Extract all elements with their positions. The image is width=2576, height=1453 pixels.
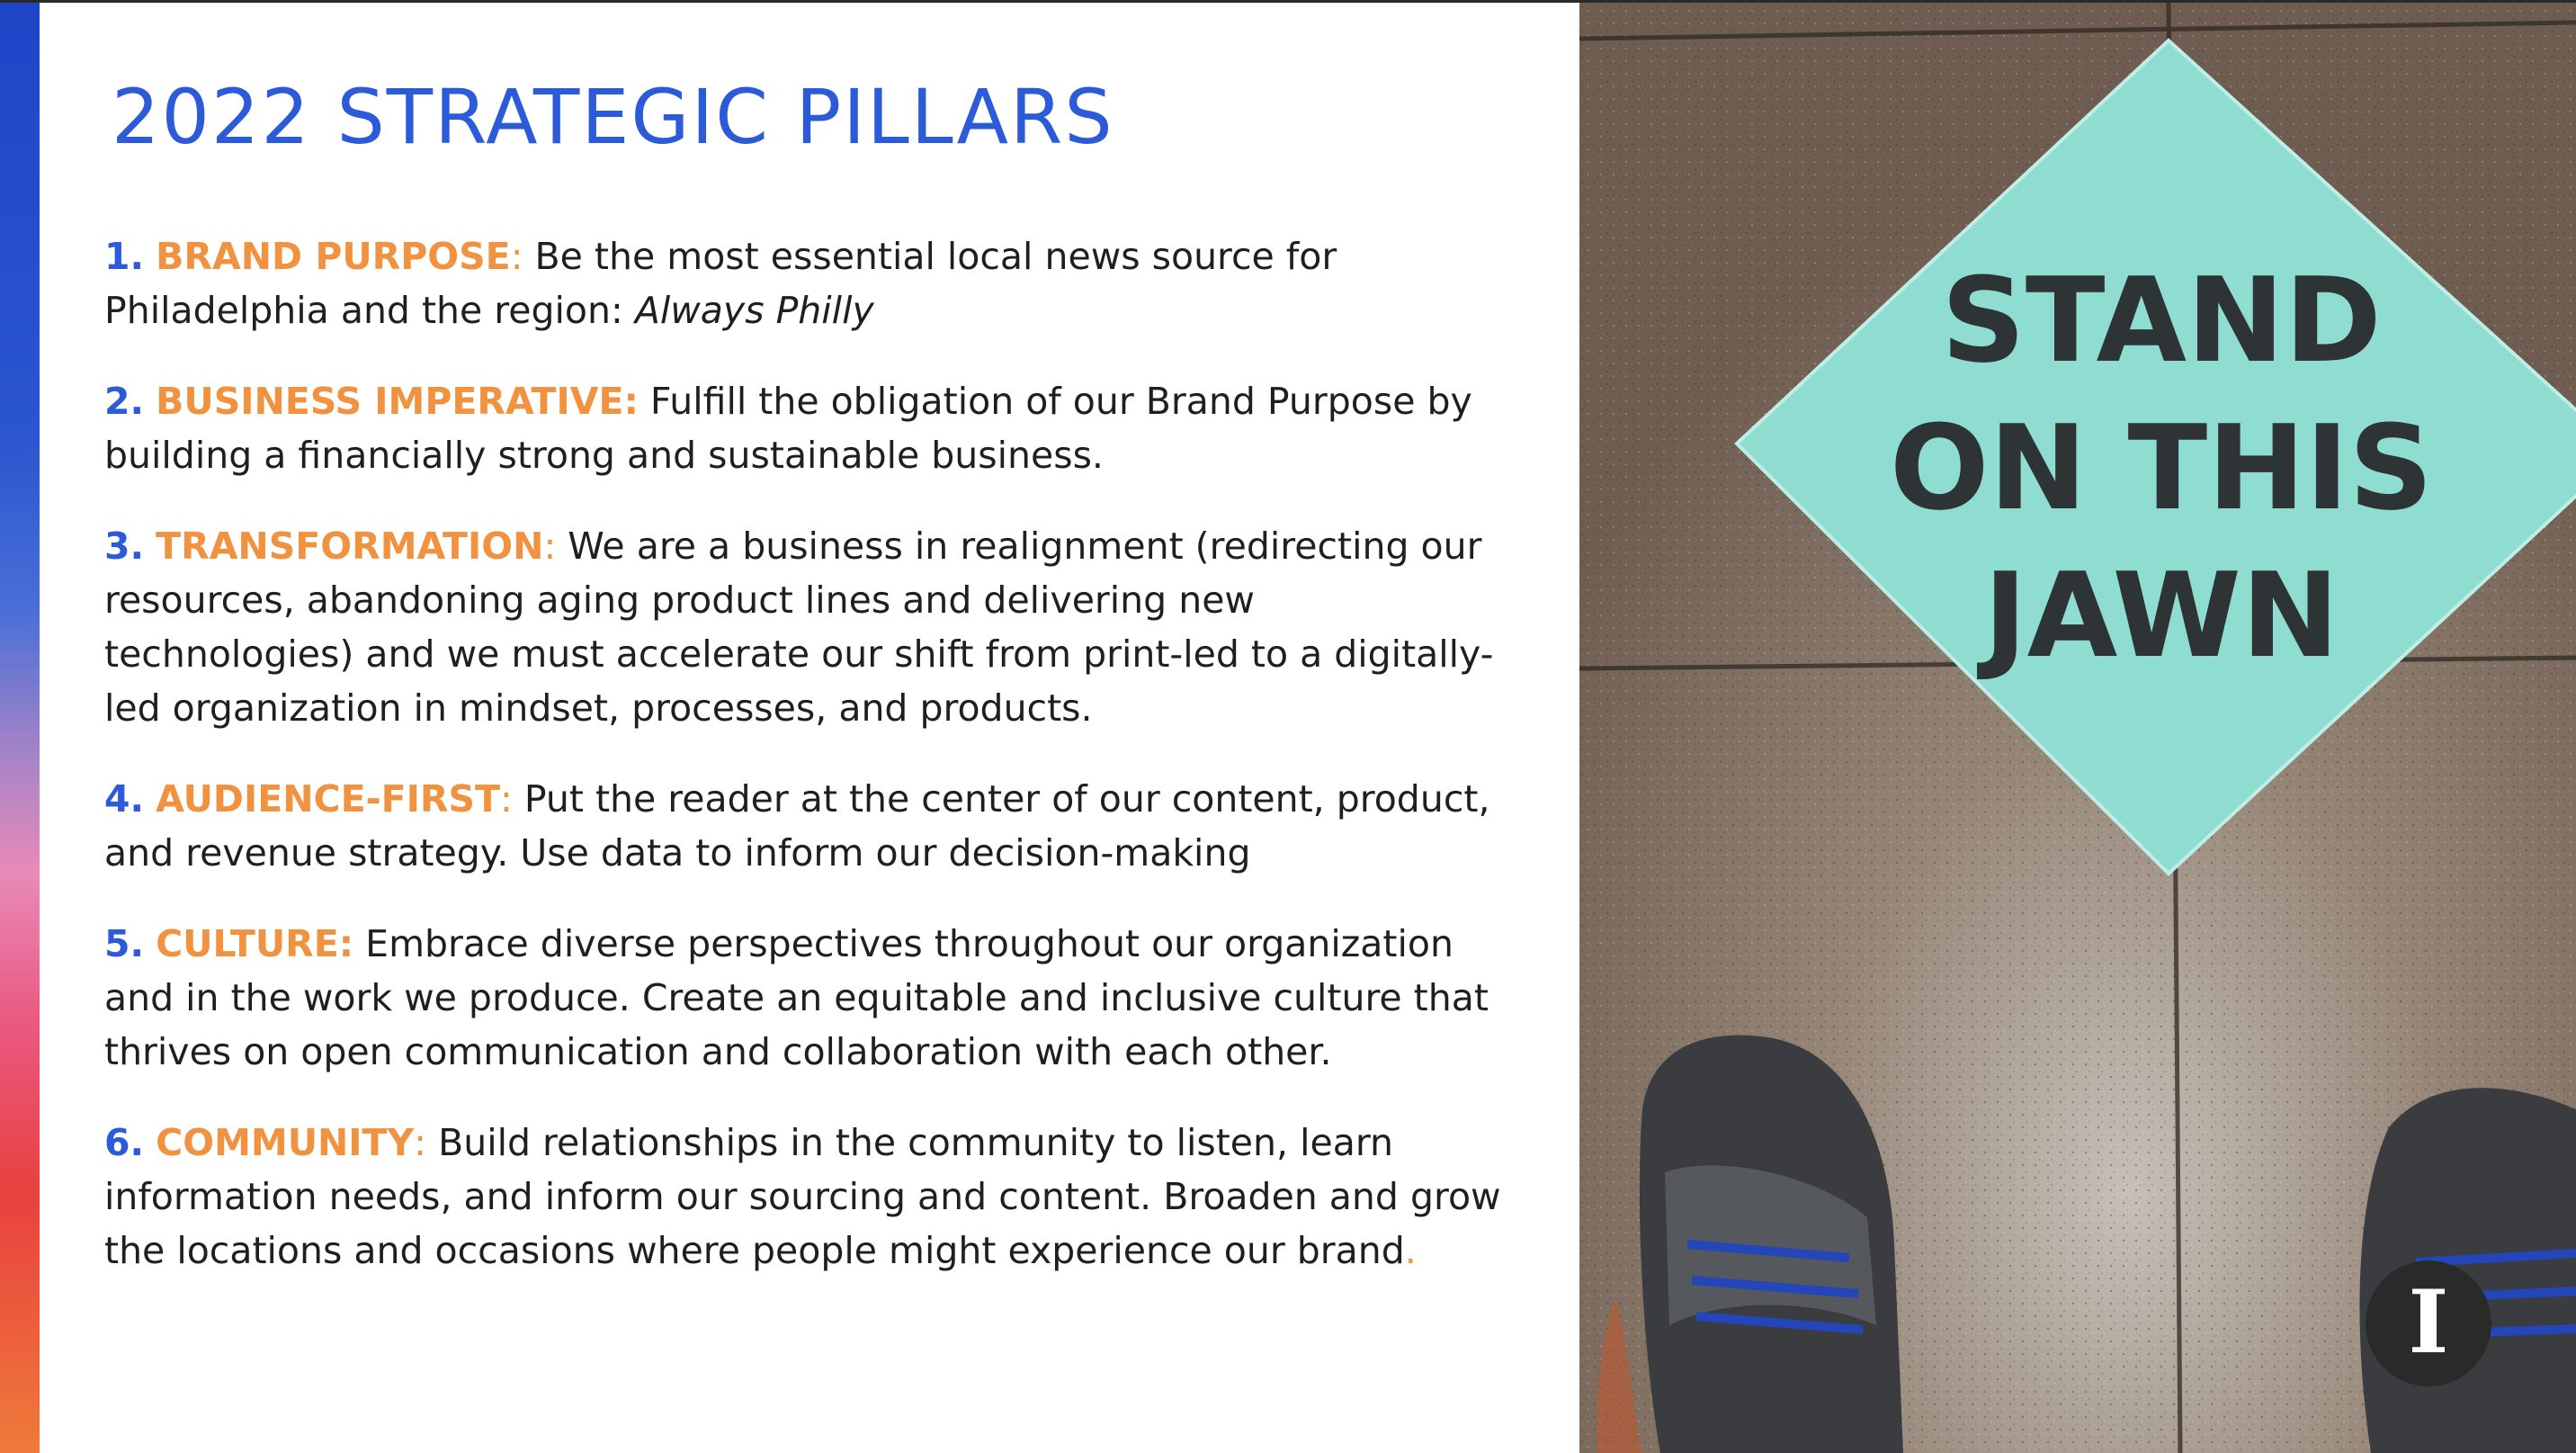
pillar-body: Be the most essential local news source …: [104, 235, 1337, 332]
pillar-body: Build relationships in the community to …: [104, 1121, 1501, 1272]
pillar-number: 3.: [104, 525, 145, 568]
pillar-heading: COMMUNITY: [156, 1121, 415, 1164]
pillar-number: 6.: [104, 1121, 145, 1164]
gradient-side-bar: [0, 3, 40, 1453]
sign-line-1: STAND: [1941, 252, 2382, 389]
pillar-number: 1.: [104, 235, 145, 278]
pillars-list: 1. BRAND PURPOSE: Be the most essential …: [104, 229, 1507, 1314]
pillar-heading: BUSINESS IMPERATIVE:: [156, 380, 639, 423]
floor-sign-diamond: [1734, 38, 2576, 876]
pillar-colon: :: [543, 525, 557, 568]
pillar-emphasis: Always Philly: [634, 289, 874, 332]
pillar-audience-first: 4. AUDIENCE-FIRST: Put the reader at the…: [104, 772, 1507, 880]
pillar-heading: CULTURE:: [156, 922, 354, 965]
inquirer-logo-icon: I: [2366, 1260, 2491, 1386]
left-shoe: [1597, 1035, 1903, 1453]
pillar-colon: :: [510, 235, 523, 278]
pillar-community: 6. COMMUNITY: Build relationships in the…: [104, 1116, 1507, 1278]
pillar-culture: 5. CULTURE: Embrace diverse perspectives…: [104, 917, 1507, 1079]
logo-letter: I: [2409, 1271, 2449, 1373]
pillar-heading: BRAND PURPOSE: [156, 235, 511, 278]
sign-line-3: JAWN: [1976, 547, 2339, 684]
pillar-number: 4.: [104, 777, 145, 821]
photo-illustration: STAND ON THIS JAWN: [1579, 3, 2576, 1453]
slide-title: 2022 STRATEGIC PILLARS: [112, 73, 1114, 161]
left-shoe-laces: [1686, 1240, 1864, 1334]
pillar-number: 5.: [104, 922, 145, 965]
pillar-business-imperative: 2. BUSINESS IMPERATIVE: Fulfill the obli…: [104, 374, 1507, 482]
pillar-body: Embrace diverse perspectives throughout …: [104, 922, 1489, 1073]
pillar-body: Fulfill the obligation of our Brand Purp…: [104, 380, 1472, 477]
pillar-number: 2.: [104, 380, 145, 423]
pillar-body: Put the reader at the center of our cont…: [104, 777, 1490, 874]
pillar-colon: :: [499, 777, 513, 821]
pillar-end-period: .: [1404, 1229, 1417, 1272]
pillar-heading: TRANSFORMATION: [156, 525, 544, 568]
sign-line-2: ON THIS: [1890, 399, 2433, 536]
pillar-colon: :: [414, 1121, 427, 1164]
pillar-heading: AUDIENCE-FIRST: [156, 777, 500, 821]
floor-sign-photo: STAND ON THIS JAWN: [1579, 3, 2576, 1453]
floor-sign-text: STAND ON THIS JAWN: [1890, 252, 2433, 684]
pillar-transformation: 3. TRANSFORMATION: We are a business in …: [104, 519, 1507, 735]
pillar-body: We are a business in realignment (redire…: [104, 525, 1494, 730]
right-shoe: [2359, 1088, 2576, 1453]
pillar-brand-purpose: 1. BRAND PURPOSE: Be the most essential …: [104, 229, 1507, 337]
